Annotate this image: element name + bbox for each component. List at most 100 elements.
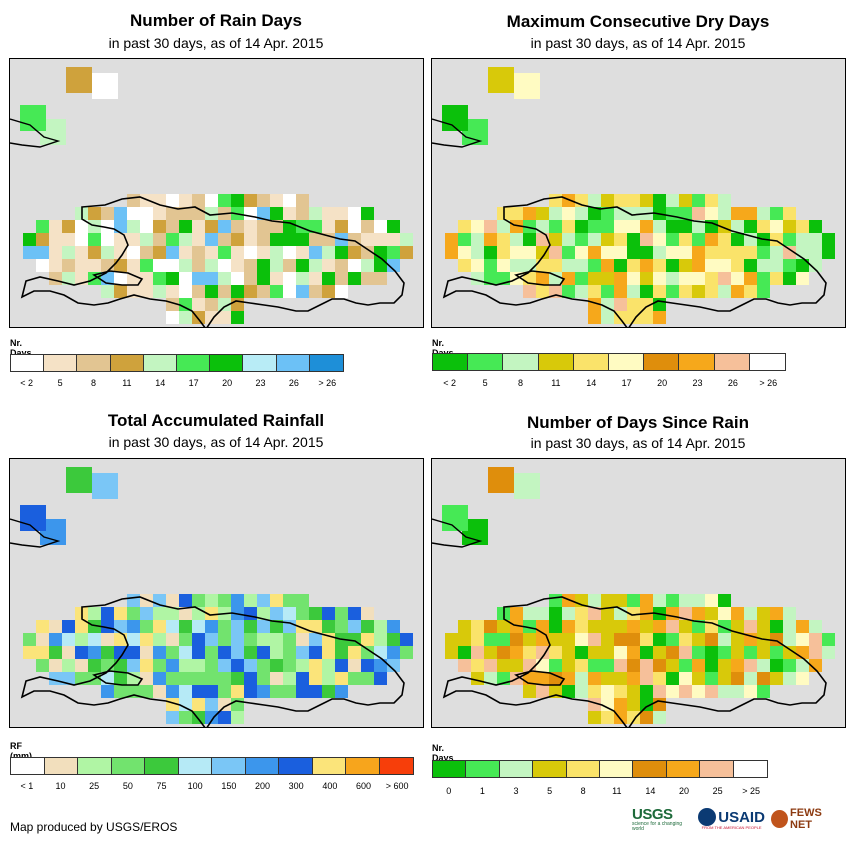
map-grid-cell [640, 311, 653, 324]
map-grid-cell [400, 633, 413, 646]
legend-swatch [145, 758, 179, 774]
map-grid-cell [588, 594, 601, 607]
map-grid-cell [36, 246, 49, 259]
map-grid-cell [361, 620, 374, 633]
map-grid-cell [374, 259, 387, 272]
map-grid-cell [627, 646, 640, 659]
legend-swatch [78, 758, 112, 774]
legend-title: Nr. Days [10, 338, 32, 358]
map-grid-cell [822, 246, 835, 259]
map-grid-cell [166, 620, 179, 633]
legend-label: 11 [551, 378, 561, 388]
map-grid-cell [244, 659, 257, 672]
map-grid-cell [179, 620, 192, 633]
map-grid-cell [153, 633, 166, 646]
legend-label: 8 [517, 378, 524, 388]
map-grid-cell [770, 259, 783, 272]
map-grid-cell [322, 672, 335, 685]
coastline [92, 270, 144, 286]
map-grid-cell [62, 233, 75, 246]
map-grid-cell [322, 620, 335, 633]
map-grid-cell [218, 633, 231, 646]
map-grid-cell [471, 659, 484, 672]
map-grid-cell [387, 233, 400, 246]
map-grid-cell [114, 220, 127, 233]
legend-label: 5 [547, 786, 553, 796]
legend-label: 200 [254, 781, 271, 791]
map-grid-cell [458, 620, 471, 633]
map-grid-cell [640, 711, 653, 724]
map-grid-cell [718, 607, 731, 620]
map-grid-cell [257, 259, 270, 272]
map-grid-cell [705, 646, 718, 659]
map-grid-cell [588, 246, 601, 259]
legend-labels: 0 1 3 5 8 11 14 20 25 > 25 [432, 786, 766, 798]
map-grid-cell [309, 620, 322, 633]
coastline [514, 270, 566, 286]
map-grid-cell [510, 633, 523, 646]
map-grid-cell [374, 633, 387, 646]
legend-swatch [210, 355, 244, 371]
map-grid-cell [309, 272, 322, 285]
map-grid-cell [49, 620, 62, 633]
map-grid-cell [653, 194, 666, 207]
map-grid-cell [257, 672, 270, 685]
usgs-logo: USGS science for a changing world [632, 807, 692, 832]
map-grid-cell [114, 672, 127, 685]
map-grid-cell [536, 607, 549, 620]
map-grid-cell [140, 646, 153, 659]
map-grid-cell [257, 659, 270, 672]
map-grid-cell [283, 246, 296, 259]
panel-title: Maximum Consecutive Dry Days [506, 12, 770, 31]
map-grid-cell [192, 672, 205, 685]
map-grid-cell [231, 698, 244, 711]
map-grid-cell [166, 259, 179, 272]
legend-swatch [700, 761, 734, 777]
map-grid-cell [783, 607, 796, 620]
legend-bar [10, 354, 344, 372]
map-grid-cell [640, 220, 653, 233]
map-grid-cell [335, 285, 348, 298]
map-grid-cell [523, 233, 536, 246]
map-grid-cell [218, 698, 231, 711]
map-grid-cell [205, 220, 218, 233]
map-grid-cell [809, 620, 822, 633]
map-grid-cell [679, 685, 692, 698]
map-grid-cell [692, 620, 705, 633]
map-grid-cell [101, 685, 114, 698]
map-grid-cell [562, 233, 575, 246]
map-grid-cell [562, 246, 575, 259]
map-grid-cell [562, 272, 575, 285]
map-grid-cell [770, 672, 783, 685]
map-grid-cell [322, 272, 335, 285]
map-grid-cell [549, 620, 562, 633]
map-grid-cell [322, 246, 335, 259]
map-grid-cell [75, 233, 88, 246]
map-grid-cell [192, 259, 205, 272]
map-grid-cell [549, 633, 562, 646]
map-grid-cell [744, 672, 757, 685]
map-grid-cell [601, 698, 614, 711]
map-grid-cell [387, 659, 400, 672]
map-grid-cell [549, 607, 562, 620]
map-grid-cell [335, 207, 348, 220]
map-grid-cell [205, 685, 218, 698]
map-grid-cell [627, 607, 640, 620]
map-grid-cell [257, 194, 270, 207]
map-grid-cell [140, 246, 153, 259]
map-grid-cell [809, 246, 822, 259]
map-grid-cell [62, 259, 75, 272]
map-grid-cell [257, 620, 270, 633]
map-grid-cell [601, 285, 614, 298]
map-grid-cell [140, 220, 153, 233]
map-grid-cell [731, 207, 744, 220]
map-grid-cell [770, 220, 783, 233]
map-grid-cell [822, 646, 835, 659]
map-grid-cell [218, 311, 231, 324]
map-grid-cell [510, 659, 523, 672]
map-grid-cell [514, 473, 540, 499]
map-grid-cell [796, 220, 809, 233]
map-grid-cell [770, 646, 783, 659]
map-grid-cell [562, 259, 575, 272]
map-grid-cell [322, 220, 335, 233]
